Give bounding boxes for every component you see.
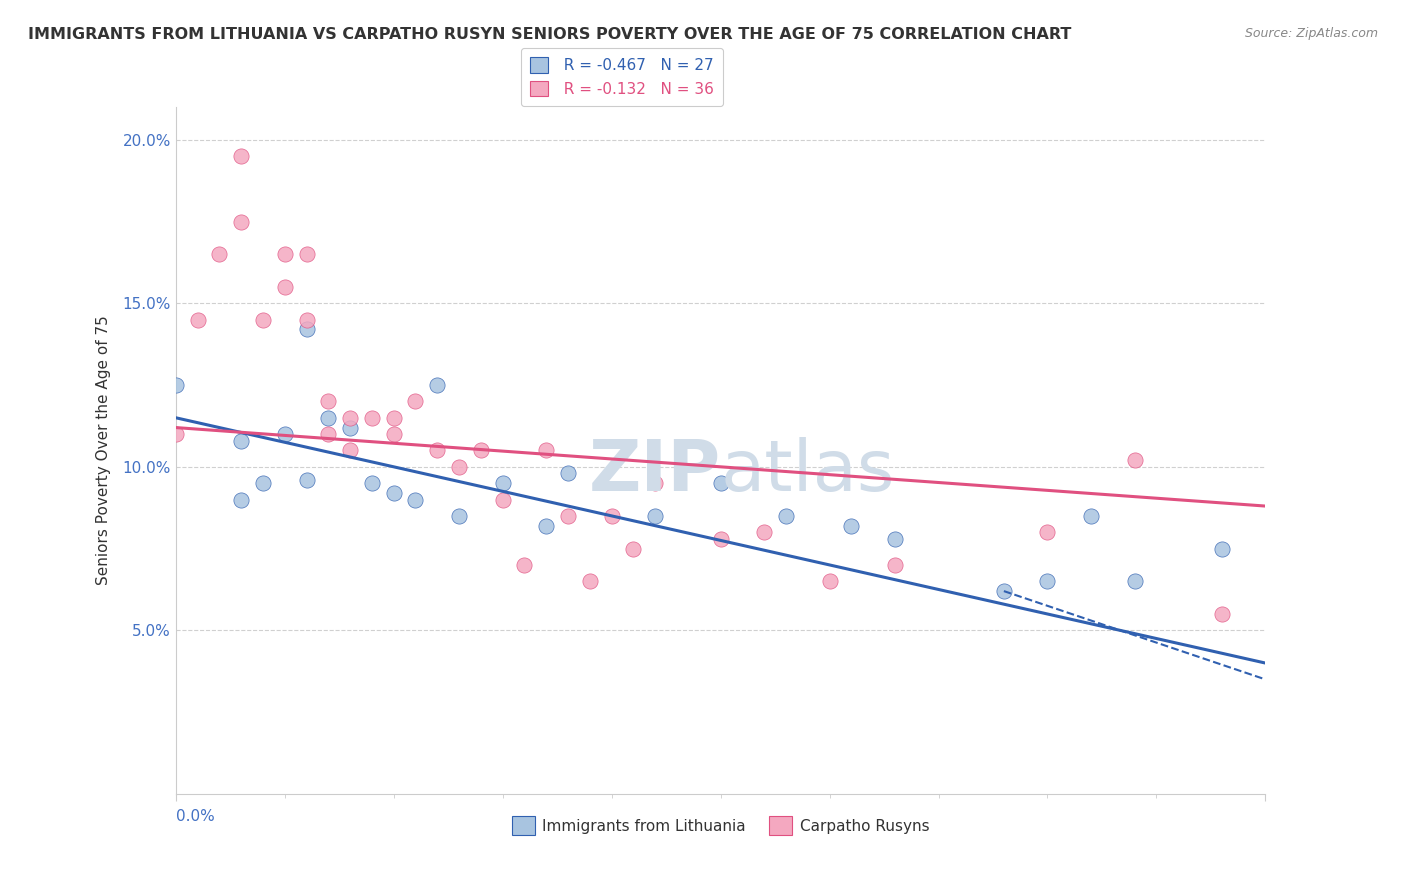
Point [382, 410, 405, 425]
Point [274, 427, 297, 442]
Point [318, 394, 340, 409]
Point [165, 378, 187, 392]
Point [426, 443, 449, 458]
Point [1080, 508, 1102, 523]
Point [534, 518, 557, 533]
Point [841, 518, 863, 533]
Text: IMMIGRANTS FROM LITHUANIA VS CARPATHO RUSYN SENIORS POVERTY OVER THE AGE OF 75 C: IMMIGRANTS FROM LITHUANIA VS CARPATHO RU… [28, 27, 1071, 42]
Point [492, 492, 515, 507]
Point [513, 558, 536, 572]
Point [295, 473, 318, 487]
Point [557, 508, 579, 523]
Point [360, 476, 382, 491]
Point [360, 410, 382, 425]
Point [318, 410, 340, 425]
Y-axis label: Seniors Poverty Over the Age of 75: Seniors Poverty Over the Age of 75 [97, 316, 111, 585]
Point [252, 476, 274, 491]
Point [295, 312, 318, 326]
Point [1036, 574, 1059, 589]
Point [231, 434, 253, 448]
Point [557, 467, 579, 481]
Point [710, 476, 733, 491]
Point [1211, 541, 1233, 556]
Text: 0.0%: 0.0% [176, 809, 215, 824]
Point [339, 420, 361, 434]
Point [165, 427, 187, 442]
Point [818, 574, 841, 589]
Point [470, 443, 492, 458]
Point [884, 532, 907, 546]
Point [447, 459, 470, 474]
Point [621, 541, 644, 556]
Point [447, 508, 470, 523]
Point [426, 378, 449, 392]
Point [492, 476, 515, 491]
Point [405, 492, 427, 507]
Point [208, 247, 231, 261]
Point [339, 443, 361, 458]
Point [382, 427, 405, 442]
Point [884, 558, 907, 572]
Point [1211, 607, 1233, 621]
Point [405, 394, 427, 409]
Point [1123, 453, 1146, 467]
Text: ZIP: ZIP [588, 436, 721, 506]
Point [295, 247, 318, 261]
Point [252, 312, 274, 326]
Point [186, 312, 209, 326]
Point [231, 149, 253, 163]
Point [1123, 574, 1146, 589]
Point [231, 214, 253, 228]
Point [775, 508, 797, 523]
Point [295, 322, 318, 336]
Point [534, 443, 557, 458]
Point [710, 532, 733, 546]
Point [579, 574, 602, 589]
Point [644, 476, 666, 491]
Point [754, 525, 776, 540]
Point [1036, 525, 1059, 540]
Text: Source: ZipAtlas.com: Source: ZipAtlas.com [1244, 27, 1378, 40]
Point [318, 427, 340, 442]
Point [274, 280, 297, 294]
Legend: Immigrants from Lithuania, Carpatho Rusyns: Immigrants from Lithuania, Carpatho Rusy… [506, 810, 935, 841]
Point [644, 508, 666, 523]
Point [993, 584, 1015, 599]
Point [274, 247, 297, 261]
Text: atlas: atlas [721, 436, 896, 506]
Point [339, 410, 361, 425]
Point [382, 486, 405, 500]
Point [231, 492, 253, 507]
Point [600, 508, 623, 523]
